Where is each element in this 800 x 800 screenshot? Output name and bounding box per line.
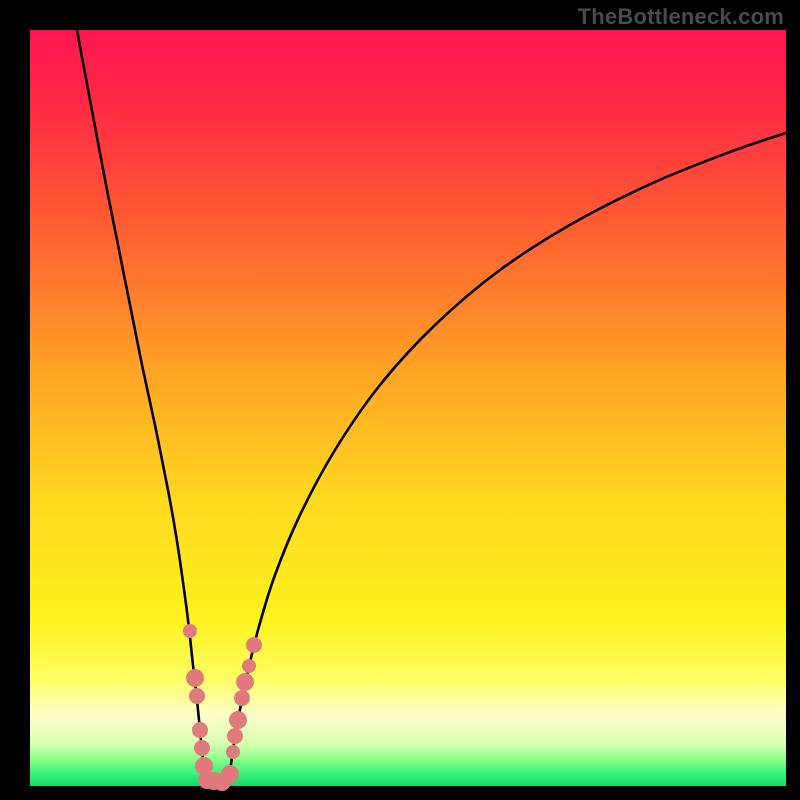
- marker-right-3: [227, 728, 243, 744]
- plot-area: [30, 30, 786, 786]
- left-curve: [77, 30, 206, 786]
- marker-left-2: [189, 688, 205, 704]
- marker-group: [183, 624, 262, 791]
- marker-left-4: [194, 740, 210, 756]
- marker-bottom-1: [213, 773, 231, 791]
- marker-left-3: [192, 722, 208, 738]
- marker-right-1: [234, 690, 250, 706]
- marker-left-1: [186, 669, 204, 687]
- right-curve: [228, 133, 786, 786]
- curves-layer: [30, 30, 786, 786]
- chart-frame: TheBottleneck.com: [0, 0, 800, 800]
- watermark-text: TheBottleneck.com: [578, 4, 784, 30]
- marker-left-0: [183, 624, 197, 638]
- marker-right-4: [226, 745, 240, 759]
- marker-right-2: [229, 711, 247, 729]
- marker-right-6: [242, 659, 256, 673]
- marker-right-7: [246, 637, 262, 653]
- marker-right-0: [236, 673, 254, 691]
